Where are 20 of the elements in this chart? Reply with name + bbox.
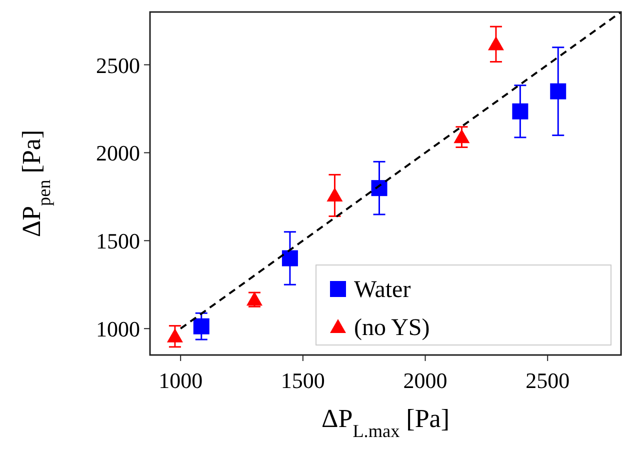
y-tick-label: 1500: [96, 228, 140, 254]
legend-label: (no YS): [354, 315, 430, 341]
x-axis-title: ΔP$_{L.max}$ [Pa]: [322, 404, 450, 441]
legend-label: Water: [354, 277, 411, 303]
x-tick-label: 2000: [403, 368, 448, 393]
point: [326, 187, 343, 202]
point: [454, 129, 470, 144]
x-tick-label: 1000: [158, 368, 203, 393]
point: [488, 36, 504, 50]
x-tick-label: 1500: [280, 368, 325, 393]
y-tick-label: 2000: [96, 140, 140, 166]
point: [512, 103, 528, 120]
y-tick-label: 2500: [96, 52, 140, 78]
point: [193, 318, 210, 334]
point: [166, 328, 183, 342]
y-tick-label: 1000: [96, 316, 140, 342]
x-tick-label: 2500: [526, 368, 570, 393]
point: [371, 180, 388, 196]
point: [282, 250, 298, 266]
point: [550, 83, 566, 100]
